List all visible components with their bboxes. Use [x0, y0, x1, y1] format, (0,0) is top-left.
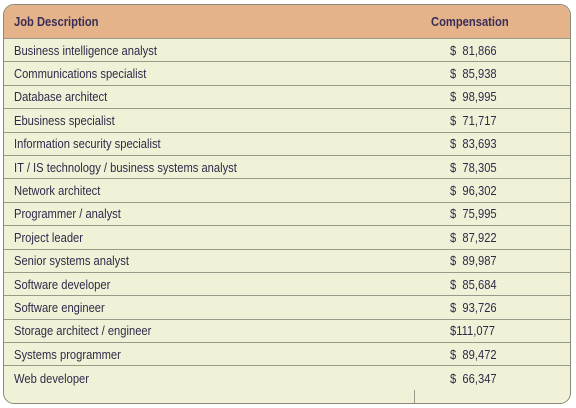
- compensation-cell: $ 78,305: [450, 159, 497, 175]
- job-description-cell: Software developer: [14, 276, 111, 292]
- compensation-cell: $ 85,938: [450, 66, 497, 82]
- job-description-cell: Ebusiness specialist: [14, 112, 115, 128]
- table-row: Network architect $ 96,302: [4, 179, 570, 203]
- compensation-cell: $ 98,995: [450, 89, 497, 105]
- compensation-cell: $ 93,726: [450, 299, 497, 315]
- table-row: Ebusiness specialist $ 71,717: [4, 109, 570, 133]
- table-row: Project leader $ 87,922: [4, 226, 570, 250]
- job-description-cell: Communications specialist: [14, 66, 147, 82]
- compensation-cell: $ 85,684: [450, 276, 497, 292]
- job-description-cell: Web developer: [14, 370, 90, 386]
- header-compensation: Compensation: [431, 14, 509, 29]
- table-header-row: Job Description Compensation: [4, 5, 570, 39]
- compensation-cell: $ 71,717: [450, 112, 497, 128]
- job-description-cell: Senior systems analyst: [14, 253, 129, 269]
- table-row: Database architect $ 98,995: [4, 85, 570, 110]
- table-row: Software developer $ 85,684: [4, 272, 570, 297]
- job-description-cell: Storage architect / engineer: [14, 323, 152, 339]
- table-row: IT / IS technology / business systems an…: [4, 155, 570, 180]
- job-description-cell: Database architect: [14, 89, 108, 105]
- table-row: Storage architect / engineer $111,077: [4, 319, 570, 344]
- header-job-description: Job Description: [14, 14, 99, 29]
- job-description-cell: Project leader: [14, 229, 83, 245]
- compensation-cell: $ 87,922: [450, 229, 497, 245]
- table-row: Programmer / analyst $ 75,995: [4, 202, 570, 227]
- compensation-cell: $ 66,347: [450, 370, 497, 386]
- compensation-cell: $ 89,987: [450, 253, 497, 269]
- compensation-cell: $ 83,693: [450, 136, 497, 152]
- job-description-cell: Programmer / analyst: [14, 206, 121, 222]
- job-description-cell: Information security specialist: [14, 136, 161, 152]
- compensation-table: Job Description Compensation Business in…: [3, 4, 571, 404]
- table-body: Business intelligence analyst $ 81,866 C…: [4, 39, 570, 390]
- job-description-cell: Business intelligence analyst: [14, 42, 157, 58]
- table-row: Information security specialist $ 83,693: [4, 132, 570, 156]
- job-description-cell: Systems programmer: [14, 346, 121, 362]
- table-row: Communications specialist $ 85,938: [4, 62, 570, 86]
- table-row: Web developer $ 66,347: [4, 366, 570, 390]
- job-description-cell: Software engineer: [14, 299, 105, 315]
- compensation-cell: $ 81,866: [450, 42, 497, 58]
- table-row: Software engineer $ 93,726: [4, 296, 570, 320]
- compensation-cell: $111,077: [450, 323, 495, 339]
- job-description-cell: Network architect: [14, 183, 101, 199]
- compensation-cell: $ 96,302: [450, 183, 497, 199]
- job-description-cell: IT / IS technology / business systems an…: [14, 159, 237, 175]
- table-row: Business intelligence analyst $ 81,866: [4, 39, 570, 63]
- compensation-cell: $ 75,995: [450, 206, 497, 222]
- table-row: Systems programmer $ 89,472: [4, 343, 570, 367]
- compensation-cell: $ 89,472: [450, 346, 497, 362]
- table-row: Senior systems analyst $ 89,987: [4, 249, 570, 273]
